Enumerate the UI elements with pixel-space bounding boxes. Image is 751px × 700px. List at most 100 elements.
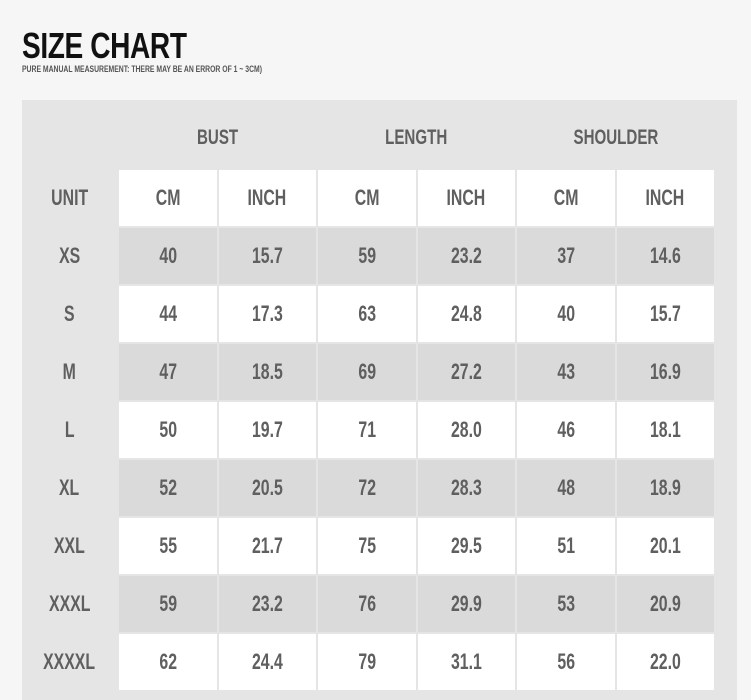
table-cell-text: 19.7 xyxy=(251,417,283,442)
table-cell: 31.1 xyxy=(417,634,515,690)
table-cell-text: 22.0 xyxy=(649,649,681,674)
unit-header: CM xyxy=(517,170,615,226)
table-cell-text: 31.1 xyxy=(450,649,482,674)
table-cell-text: 63 xyxy=(357,301,376,326)
size-label-text: S xyxy=(64,301,75,326)
table-cell: 19.7 xyxy=(218,402,316,458)
table-cell-text: 56 xyxy=(556,649,575,674)
table-cell: 18.1 xyxy=(616,402,714,458)
size-label: XXL xyxy=(22,518,117,574)
corner-cell xyxy=(22,108,117,168)
table-cell-text: 24.4 xyxy=(251,649,283,674)
table-cell: 50 xyxy=(119,402,217,458)
unit-header-text: INCH xyxy=(645,185,685,210)
table-cell: 23.2 xyxy=(218,576,316,632)
table-cell: 46 xyxy=(517,402,615,458)
table-cell-text: 44 xyxy=(158,301,177,326)
table-cell-text: 69 xyxy=(357,359,376,384)
table-cell-text: 20.1 xyxy=(649,533,681,558)
table-cell: 75 xyxy=(318,518,416,574)
table-cell-text: 29.5 xyxy=(450,533,482,558)
size-label-text: L xyxy=(64,417,75,442)
table-cell-text: 16.9 xyxy=(649,359,681,384)
table-cell: 62 xyxy=(119,634,217,690)
size-label-text: XXXXL xyxy=(43,649,96,674)
table-cell-text: 50 xyxy=(158,417,177,442)
group-header-text: BUST xyxy=(196,126,239,149)
table-cell-text: 27.2 xyxy=(450,359,482,384)
table-cell: 24.4 xyxy=(218,634,316,690)
size-chart-panel: BUST LENGTH SHOULDER UNIT CM INCH CM INCH CM INCH… xyxy=(22,100,737,700)
table-cell: 47 xyxy=(119,344,217,400)
size-label: XL xyxy=(22,460,117,516)
table-cell-text: 24.8 xyxy=(450,301,482,326)
table-cell: 17.3 xyxy=(218,286,316,342)
table-cell: 20.5 xyxy=(218,460,316,516)
table-cell-text: 28.0 xyxy=(450,417,482,442)
table-cell: 72 xyxy=(318,460,416,516)
table-cell-text: 20.5 xyxy=(251,475,283,500)
table-cell-text: 21.7 xyxy=(251,533,283,558)
table-cell-text: 43 xyxy=(556,359,575,384)
table-cell: 37 xyxy=(517,228,615,284)
table-cell: 55 xyxy=(119,518,217,574)
table-cell-text: 23.2 xyxy=(450,243,482,268)
unit-header-text: CM xyxy=(155,185,181,210)
table-cell-text: 23.2 xyxy=(251,591,283,616)
group-header-text: SHOULDER xyxy=(573,126,658,149)
size-label-text: M xyxy=(62,359,77,384)
table-cell: 53 xyxy=(517,576,615,632)
table-cell: 20.9 xyxy=(616,576,714,632)
unit-header: INCH xyxy=(218,170,316,226)
unit-header-text: CM xyxy=(553,185,579,210)
table-cell: 20.1 xyxy=(616,518,714,574)
size-table: BUST LENGTH SHOULDER UNIT CM INCH CM INCH CM INCH… xyxy=(22,108,714,690)
table-cell: 21.7 xyxy=(218,518,316,574)
table-cell: 23.2 xyxy=(417,228,515,284)
unit-header: INCH xyxy=(417,170,515,226)
table-cell-text: 48 xyxy=(556,475,575,500)
table-cell-text: 52 xyxy=(158,475,177,500)
table-cell: 28.0 xyxy=(417,402,515,458)
table-cell: 29.9 xyxy=(417,576,515,632)
table-cell: 44 xyxy=(119,286,217,342)
table-cell: 43 xyxy=(517,344,615,400)
size-label: XXXXL xyxy=(22,634,117,690)
table-cell-text: 28.3 xyxy=(450,475,482,500)
unit-header: INCH xyxy=(616,170,714,226)
table-cell-text: 29.9 xyxy=(450,591,482,616)
table-cell-text: 55 xyxy=(158,533,177,558)
table-cell-text: 18.5 xyxy=(251,359,283,384)
table-cell: 28.3 xyxy=(417,460,515,516)
table-cell: 76 xyxy=(318,576,416,632)
table-cell: 18.5 xyxy=(218,344,316,400)
table-cell-text: 59 xyxy=(357,243,376,268)
table-cell: 40 xyxy=(517,286,615,342)
unit-header: CM xyxy=(318,170,416,226)
table-cell: 14.6 xyxy=(616,228,714,284)
table-cell-text: 14.6 xyxy=(649,243,681,268)
table-cell: 63 xyxy=(318,286,416,342)
table-cell: 27.2 xyxy=(417,344,515,400)
table-cell-text: 47 xyxy=(158,359,177,384)
table-cell-text: 15.7 xyxy=(649,301,681,326)
table-cell: 16.9 xyxy=(616,344,714,400)
table-cell-text: 40 xyxy=(158,243,177,268)
group-header: SHOULDER xyxy=(517,108,714,168)
size-label-text: XXXL xyxy=(48,591,91,616)
size-label-text: XL xyxy=(59,475,80,500)
table-cell: 59 xyxy=(318,228,416,284)
table-cell-text: 37 xyxy=(556,243,575,268)
table-cell: 24.8 xyxy=(417,286,515,342)
table-cell-text: 51 xyxy=(556,533,575,558)
unit-label: UNIT xyxy=(22,170,117,226)
table-cell: 79 xyxy=(318,634,416,690)
table-cell-text: 40 xyxy=(556,301,575,326)
size-label: L xyxy=(22,402,117,458)
table-cell: 56 xyxy=(517,634,615,690)
size-label: M xyxy=(22,344,117,400)
table-cell-text: 53 xyxy=(556,591,575,616)
group-header: LENGTH xyxy=(318,108,515,168)
table-cell-text: 72 xyxy=(357,475,376,500)
unit-header: CM xyxy=(119,170,217,226)
